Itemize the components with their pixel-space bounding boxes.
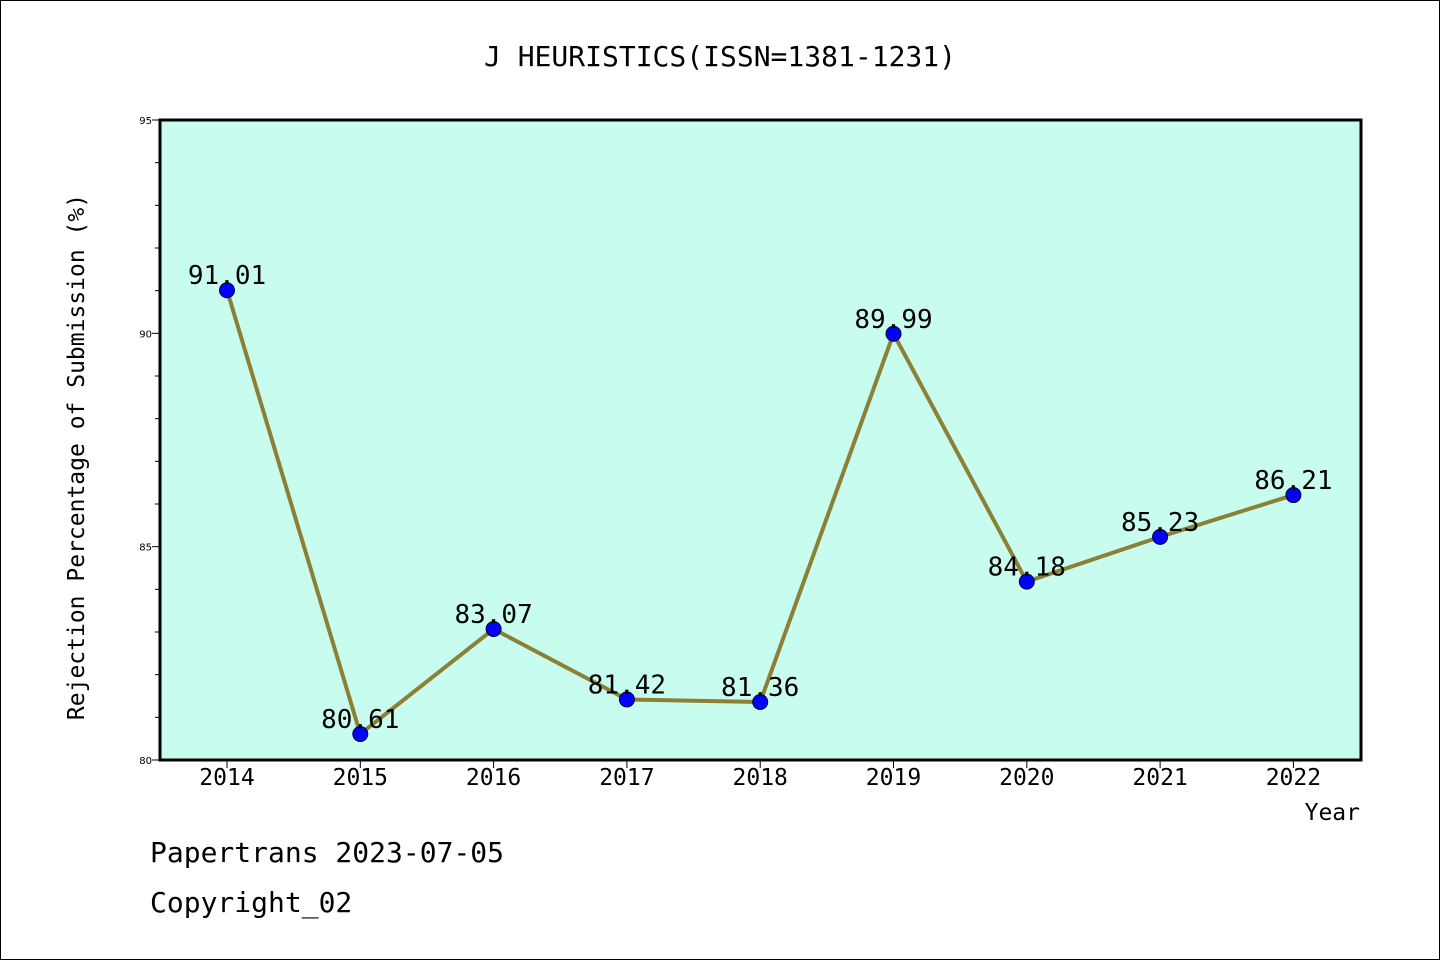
plot-border: [158, 118, 1363, 762]
data-point: [885, 325, 902, 342]
data-points: [219, 282, 1302, 742]
chart-title: J HEURISTICS(ISSN=1381-1231): [484, 40, 956, 73]
data-label: 86.21: [1254, 466, 1332, 496]
data-point: [352, 725, 369, 742]
x-tick-label: 2022: [1266, 765, 1321, 791]
x-axis: 2014 2015 2016 2017 2018 2019 2020 2021 2022: [199, 760, 1321, 791]
x-tick-label: 2014: [199, 765, 254, 791]
data-label: 83.07: [454, 600, 532, 630]
x-tick-label: 2021: [1132, 765, 1187, 791]
y-axis-label: Rejection Percentage of Submission (%): [64, 194, 90, 720]
data-label: 81.36: [721, 673, 799, 703]
data-label: 80.61: [321, 705, 399, 735]
plot-area: [160, 120, 1361, 760]
data-point: [1018, 573, 1035, 590]
data-point: [1152, 528, 1169, 545]
data-point: [1285, 487, 1302, 504]
y-axis: 80 85 90 95: [139, 116, 160, 767]
x-tick-label: 2017: [599, 765, 654, 791]
data-point: [618, 691, 635, 708]
x-tick-label: 2020: [999, 765, 1054, 791]
y-tick-label: 90: [139, 329, 152, 340]
data-label: 81.42: [588, 670, 666, 700]
data-label: 84.18: [988, 553, 1066, 583]
y-tick-label: 80: [139, 756, 152, 767]
y-tick-label: 85: [139, 543, 152, 554]
x-tick-label: 2018: [733, 765, 788, 791]
data-label: 85.23: [1121, 508, 1199, 538]
data-label: 89.99: [854, 305, 932, 335]
footer-copyright: Copyright_02: [150, 886, 353, 919]
y-tick-label: 95: [139, 116, 152, 127]
data-labels: 91.01 80.61 83.07 81.42 81.36 89.99 84.18 85.23…: [188, 261, 1333, 735]
data-label: 91.01: [188, 261, 266, 291]
x-axis-label: Year: [1305, 800, 1360, 826]
x-tick-label: 2015: [333, 765, 388, 791]
data-point: [485, 621, 502, 638]
data-point: [219, 282, 235, 299]
data-point: [752, 693, 769, 710]
footer-date: Papertrans 2023-07-05: [150, 836, 505, 869]
x-tick-label: 2016: [466, 765, 521, 791]
x-tick-label: 2019: [866, 765, 921, 791]
